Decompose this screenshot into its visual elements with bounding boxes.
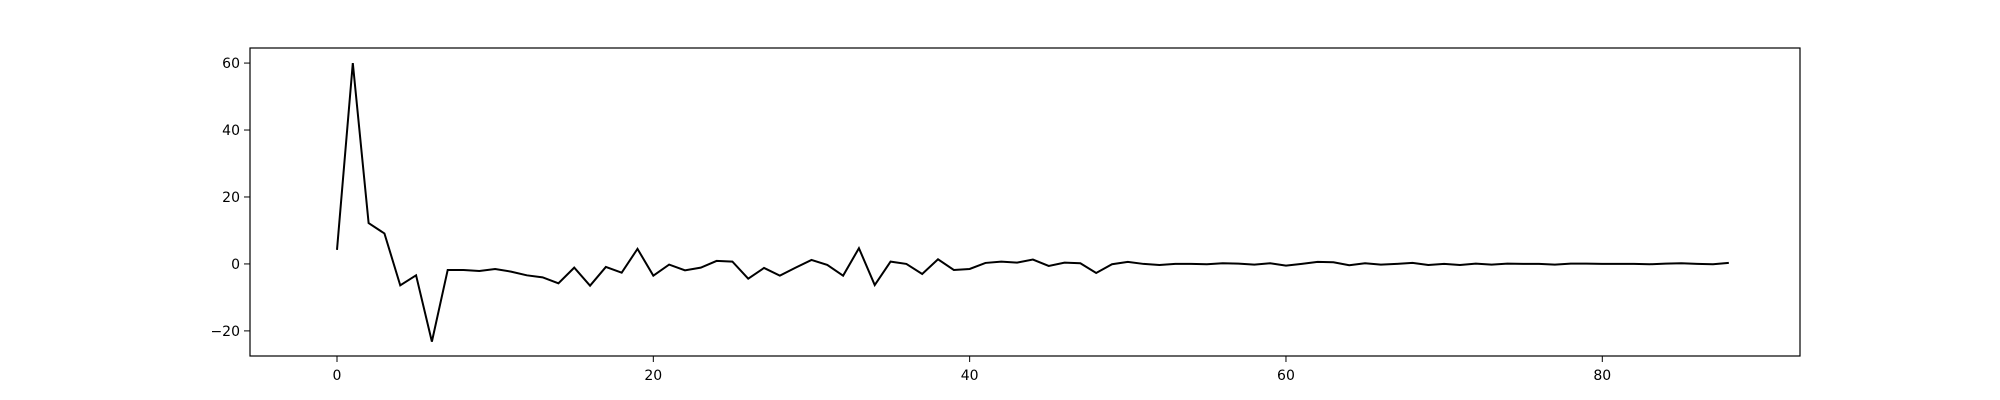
y-axis: −20 0 20 40 60 [210, 56, 250, 340]
y-tick-label: 0 [231, 257, 240, 273]
x-tick-label: 20 [644, 368, 662, 384]
plot-area [335, 62, 1729, 342]
y-tick-label: 20 [222, 190, 240, 206]
series-line-0 [335, 62, 1729, 342]
x-tick-label: 40 [961, 368, 979, 384]
y-tick-label: 40 [222, 123, 240, 139]
y-tick-label: −20 [210, 324, 240, 340]
x-tick-label: 0 [333, 368, 342, 384]
x-tick-label: 60 [1277, 368, 1295, 384]
y-tick-label: 60 [222, 56, 240, 72]
x-axis: 0 20 40 60 80 [333, 356, 1611, 384]
axes-frame [249, 47, 1801, 357]
x-tick-label: 80 [1593, 368, 1611, 384]
